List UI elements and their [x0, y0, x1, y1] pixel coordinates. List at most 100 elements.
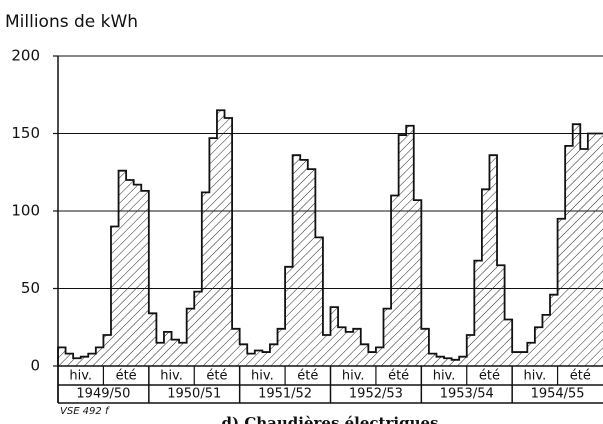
y-tick-label: 100	[11, 202, 40, 220]
bar	[580, 149, 588, 366]
bar	[186, 308, 195, 366]
season-label: hiv.	[342, 369, 365, 384]
bar	[413, 200, 422, 366]
bar	[398, 135, 407, 366]
bar	[322, 335, 331, 366]
bar	[148, 313, 157, 366]
bar	[232, 328, 240, 366]
bar	[133, 184, 142, 366]
bar	[504, 319, 513, 366]
year-label: 1953/54	[440, 387, 494, 402]
bar	[247, 353, 255, 366]
bar	[163, 331, 172, 366]
bar	[73, 358, 81, 366]
bar	[126, 180, 134, 366]
bar	[269, 344, 278, 366]
bar	[595, 133, 603, 366]
caption: d) Chaudières électriques	[222, 414, 439, 424]
bar	[95, 347, 104, 366]
bar	[179, 342, 187, 366]
year-label: 1952/53	[349, 387, 403, 402]
season-label: été	[116, 369, 137, 384]
bar	[436, 356, 445, 366]
y-tick-label: 150	[11, 124, 40, 142]
bar	[307, 169, 316, 366]
step-outline	[57, 109, 603, 366]
bar	[550, 294, 558, 366]
bar	[512, 352, 520, 366]
bar	[459, 356, 467, 366]
bar	[534, 327, 543, 366]
bar	[65, 353, 74, 366]
year-label: 1954/55	[531, 387, 585, 402]
year-label: 1951/52	[258, 387, 312, 402]
bar	[315, 237, 323, 366]
bar	[375, 347, 384, 366]
bar	[497, 265, 505, 366]
y-tick-label: 200	[11, 47, 40, 65]
bar	[345, 331, 354, 366]
bar	[88, 353, 96, 366]
y-tick-label: 0	[30, 357, 40, 375]
bar	[141, 190, 149, 366]
bar	[110, 226, 119, 366]
bar	[292, 155, 301, 366]
bar	[224, 118, 233, 366]
bar	[474, 260, 482, 366]
season-label: hiv.	[251, 369, 274, 384]
bar	[262, 352, 270, 366]
y-tick-label: 50	[21, 279, 40, 297]
bar	[58, 347, 66, 366]
season-label: hiv.	[69, 369, 92, 384]
bar	[489, 155, 498, 366]
bar	[171, 339, 180, 366]
bar	[353, 328, 361, 366]
bar	[406, 125, 414, 366]
bar	[360, 344, 369, 366]
season-label: hiv.	[160, 369, 183, 384]
bar	[557, 218, 566, 366]
bar	[444, 358, 452, 366]
season-label: été	[206, 369, 227, 384]
bar	[300, 159, 308, 366]
year-label: 1949/50	[76, 387, 130, 402]
bar	[572, 124, 581, 366]
chart-title: Millions de kWh	[5, 12, 138, 32]
bar	[527, 342, 535, 366]
bar	[466, 335, 475, 366]
bar	[156, 342, 164, 366]
season-label: été	[570, 369, 591, 384]
bar	[194, 291, 202, 366]
bar	[391, 195, 399, 366]
bar	[277, 328, 286, 366]
year-label: 1950/51	[167, 387, 221, 402]
bar	[118, 170, 127, 366]
season-label: été	[388, 369, 409, 384]
bar	[338, 327, 346, 366]
bar	[421, 328, 429, 366]
season-label: hiv.	[524, 369, 547, 384]
bar	[383, 308, 392, 366]
bar	[285, 266, 293, 366]
bar	[428, 353, 437, 366]
bar	[330, 307, 339, 366]
bar	[239, 344, 248, 366]
note: VSE 492 f	[60, 406, 110, 417]
bar	[216, 110, 225, 366]
bar	[209, 138, 217, 366]
bar	[80, 356, 89, 366]
season-label: été	[479, 369, 500, 384]
bar	[103, 335, 111, 366]
bar	[519, 352, 528, 366]
bar	[542, 314, 551, 366]
season-label: été	[297, 369, 318, 384]
bar	[481, 189, 490, 366]
bar	[587, 133, 596, 366]
bar	[254, 350, 263, 366]
bar	[565, 145, 573, 366]
season-label: hiv.	[433, 369, 456, 384]
bar	[451, 359, 460, 366]
bar	[201, 192, 210, 366]
bar	[368, 352, 376, 366]
